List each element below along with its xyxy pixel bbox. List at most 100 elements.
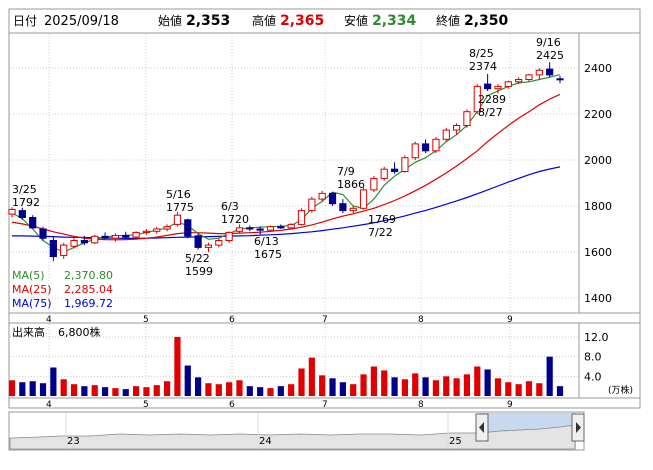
navigator-tick-label: 23 xyxy=(67,436,80,447)
volume-bar xyxy=(112,388,119,396)
volume-bar xyxy=(546,356,553,396)
candle xyxy=(235,224,244,234)
ma25-label: MA(25) xyxy=(12,283,52,296)
price-tick-label: 1800 xyxy=(584,200,612,213)
candle xyxy=(308,196,316,213)
candle-body xyxy=(556,78,564,81)
volume-bar xyxy=(236,380,243,396)
volume-bar xyxy=(360,374,367,396)
navigator-right-handle[interactable] xyxy=(571,413,585,442)
month-tick-label: 7 xyxy=(322,315,328,325)
volume-bar xyxy=(422,377,429,396)
candle xyxy=(111,233,119,242)
volume-bar xyxy=(29,381,36,396)
candle xyxy=(546,62,554,78)
navigator-area xyxy=(9,424,576,450)
volume-bar xyxy=(443,376,450,396)
candle-body xyxy=(132,231,140,238)
volume-bar xyxy=(215,384,222,396)
annotation-value: 1792 xyxy=(12,196,40,209)
low-value: 2,334 xyxy=(372,13,417,29)
ma75-label: MA(75) xyxy=(12,297,52,310)
candle xyxy=(153,226,161,234)
candle xyxy=(184,218,192,239)
candle-body xyxy=(504,81,512,87)
volume-month-tick-label: 9 xyxy=(507,400,513,410)
candle-body xyxy=(297,210,306,225)
candle-body xyxy=(359,189,368,209)
volume-x-axis: 4 5 6 7 8 9 xyxy=(46,400,513,410)
volume-bar xyxy=(257,387,264,396)
annotation-date: 6/13 xyxy=(254,235,279,248)
volume-bar xyxy=(8,380,16,396)
candle xyxy=(328,192,337,206)
volume-bar xyxy=(50,367,57,396)
volume-bar xyxy=(474,366,481,396)
volume-bar xyxy=(70,384,78,396)
candle xyxy=(370,176,378,193)
volume-unit: (万株) xyxy=(608,384,633,396)
candle xyxy=(18,207,26,220)
candle-body xyxy=(349,207,357,212)
volume-bar xyxy=(163,381,171,396)
month-tick-label: 8 xyxy=(418,315,424,325)
candle xyxy=(442,127,450,142)
candle-body xyxy=(18,210,26,219)
candle-body xyxy=(370,177,378,191)
volume-bar xyxy=(132,386,140,396)
annotation-date: 8/27 xyxy=(478,106,503,119)
ma25-value: 2,285.04 xyxy=(64,283,113,296)
candle-body xyxy=(8,208,16,215)
candle xyxy=(101,232,109,240)
volume-value: 6,800株 xyxy=(58,325,101,339)
volume-bar xyxy=(412,373,419,396)
price-tick-label: 2400 xyxy=(584,62,612,75)
price-tick-label: 2200 xyxy=(584,108,612,121)
candle xyxy=(256,226,264,235)
candle xyxy=(401,155,409,173)
candle xyxy=(359,187,368,210)
annotation-date: 7/22 xyxy=(368,226,393,239)
ma5-label: MA(5) xyxy=(12,269,45,282)
volume-title: 出来高 xyxy=(12,325,45,339)
volume-bar xyxy=(81,386,88,396)
candle xyxy=(246,225,254,232)
candle-body xyxy=(194,235,202,248)
volume-bar xyxy=(101,387,109,396)
price-tick-label: 1600 xyxy=(584,246,612,259)
candle-body xyxy=(421,143,430,152)
volume-bar xyxy=(391,377,398,396)
volume-bar xyxy=(308,357,315,396)
candle xyxy=(80,235,88,246)
volume-bar xyxy=(288,384,295,396)
candle-body xyxy=(256,228,264,231)
volume-bar xyxy=(153,385,160,396)
navigator-left-handle[interactable] xyxy=(475,413,489,442)
volume-bar xyxy=(381,370,388,396)
candle-body xyxy=(142,230,151,233)
high-label: 高値 xyxy=(252,13,276,28)
annotation-value: 1866 xyxy=(337,178,365,191)
candle-body xyxy=(411,143,419,159)
annotation-value: 1769 xyxy=(368,213,396,226)
candle xyxy=(484,73,492,91)
candle-body xyxy=(163,226,171,230)
date-value: 2025/09/18 xyxy=(44,14,119,29)
candle-body xyxy=(70,240,78,247)
month-tick-label: 6 xyxy=(229,315,235,325)
candle-body xyxy=(153,228,161,232)
volume-tick-label: 8.0 xyxy=(584,351,602,364)
candle-body xyxy=(546,68,554,76)
volume-bar xyxy=(122,389,129,396)
annotation-value: 2374 xyxy=(469,60,497,73)
volume-bar xyxy=(494,378,502,396)
annotation-date: 5/22 xyxy=(185,252,210,265)
annotation-value: 2425 xyxy=(536,49,564,62)
volume-bar xyxy=(463,374,471,396)
candle-body xyxy=(266,226,275,231)
candle-body xyxy=(380,168,388,179)
candle-body xyxy=(442,129,450,140)
candle xyxy=(194,233,202,250)
candle-body xyxy=(328,192,337,205)
